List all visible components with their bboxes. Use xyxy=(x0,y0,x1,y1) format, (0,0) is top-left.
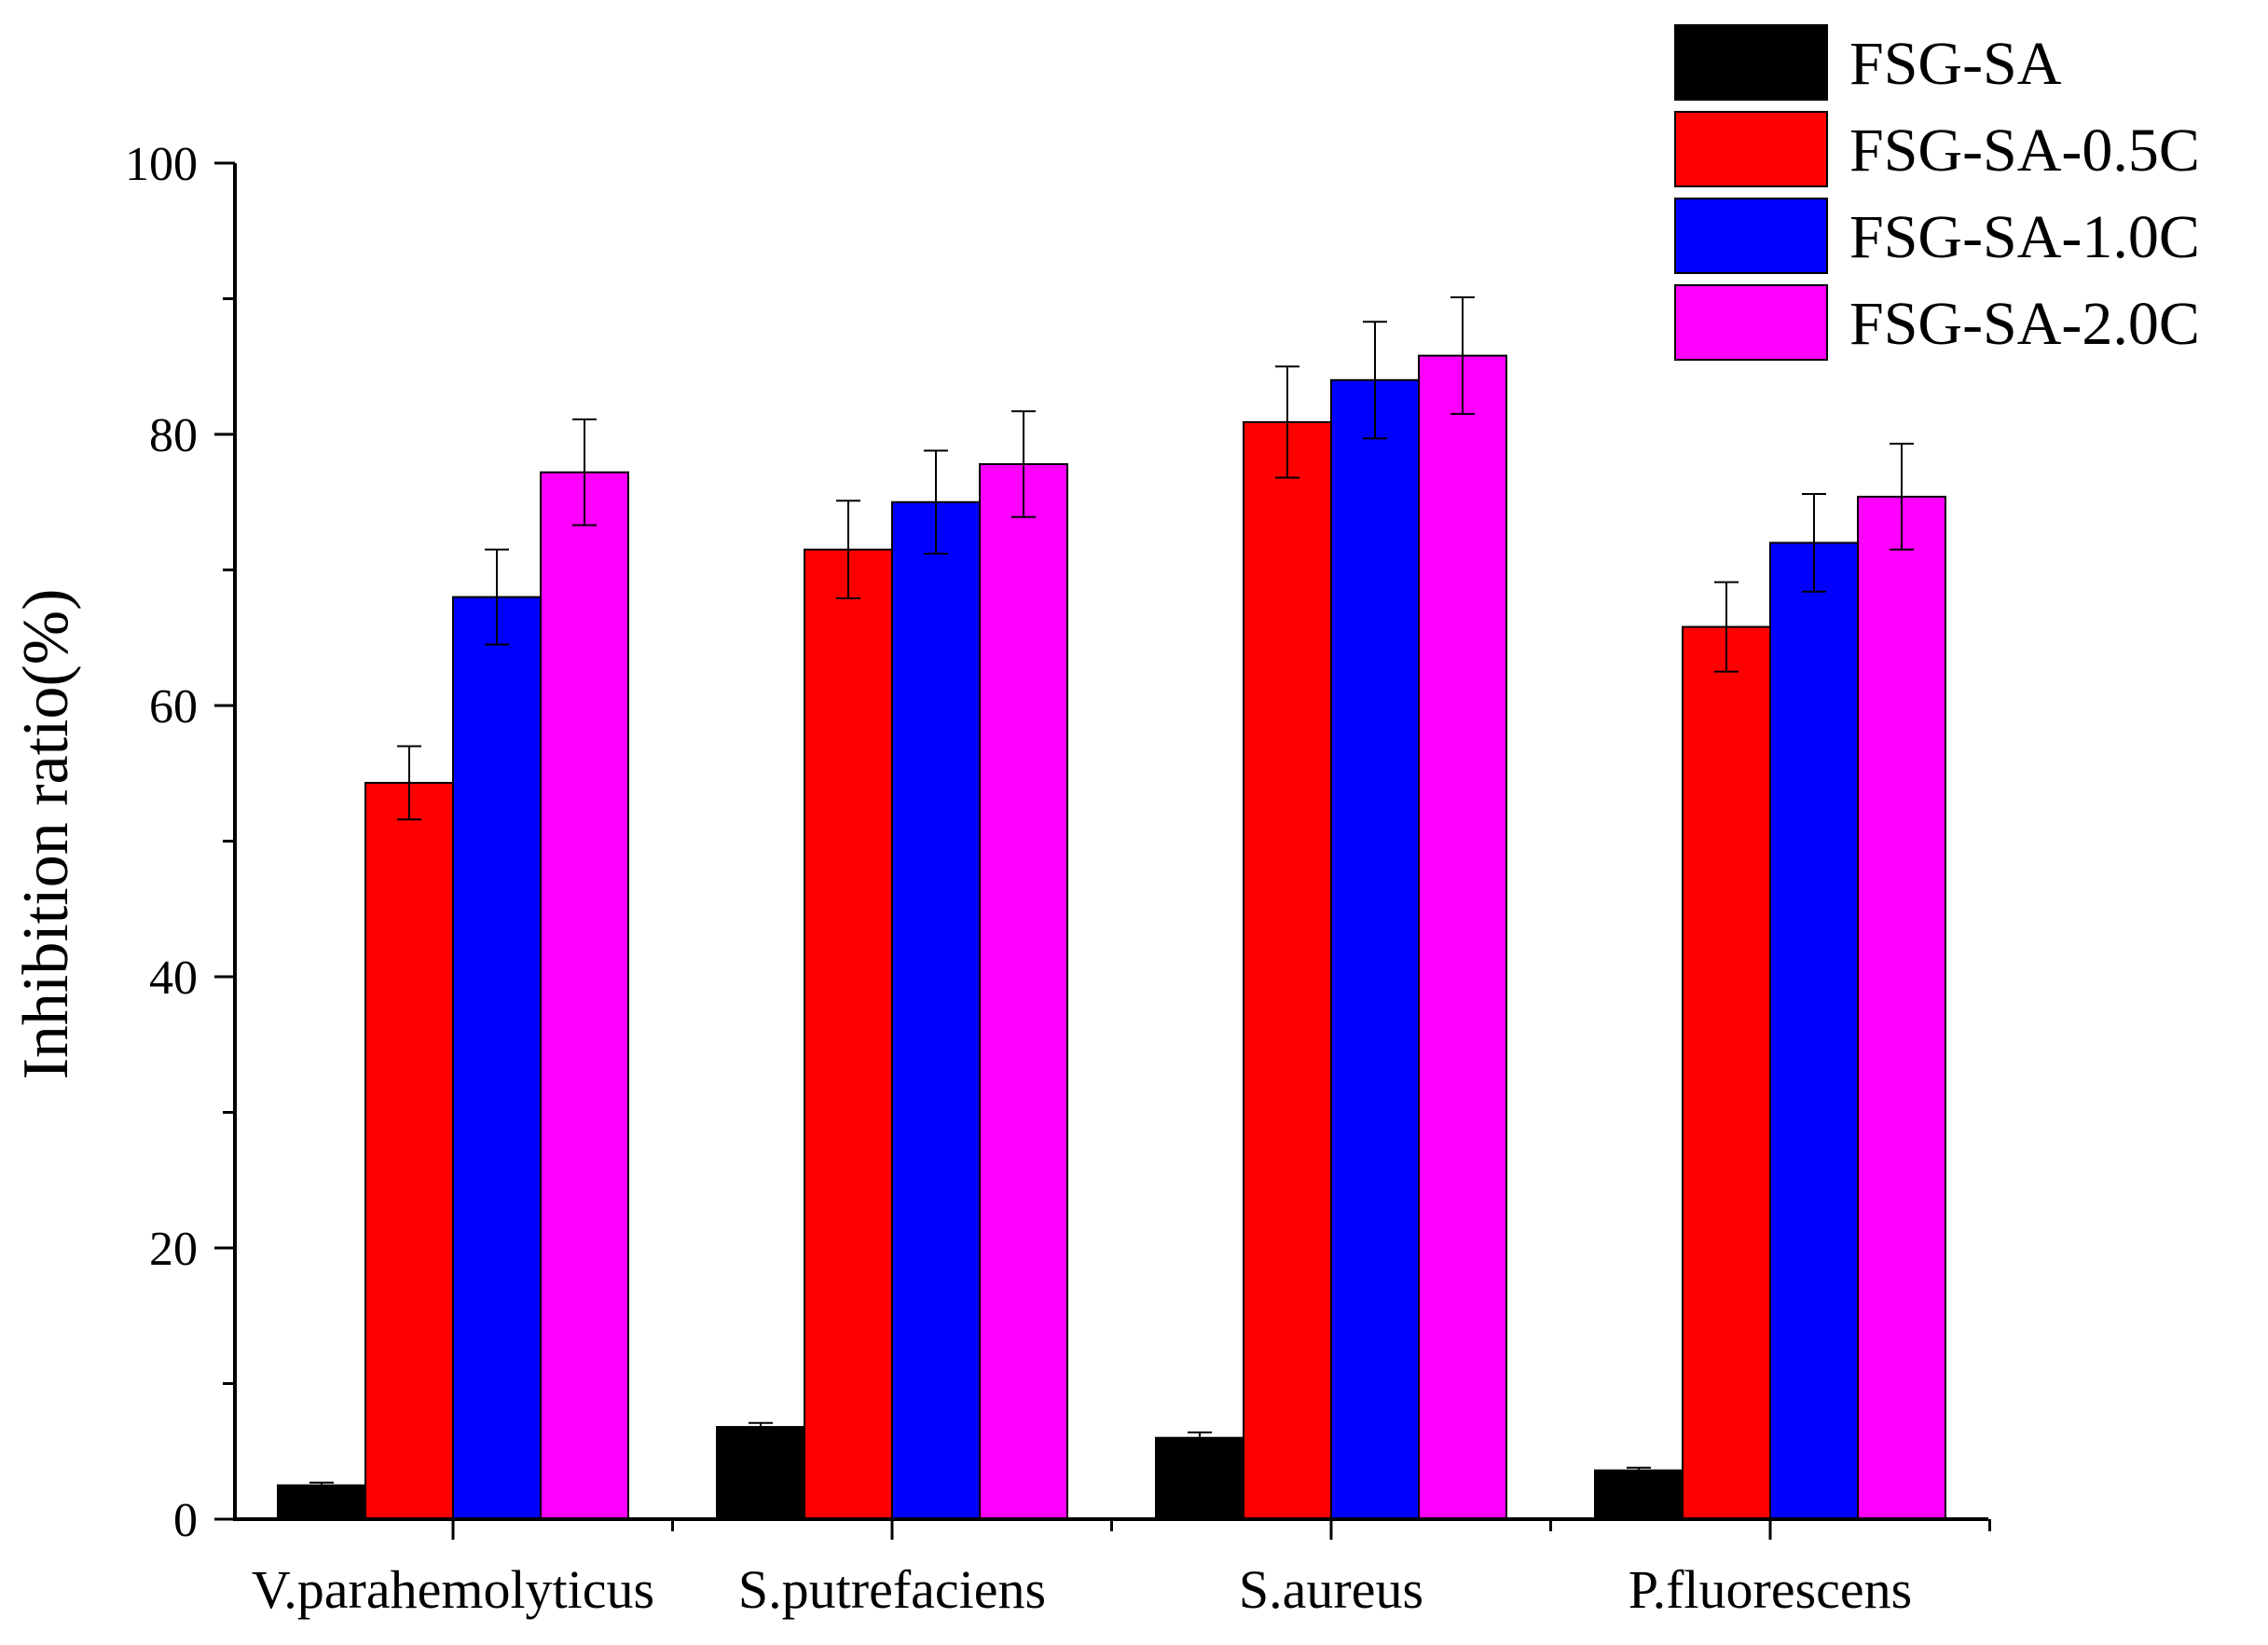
error-bar xyxy=(572,418,597,527)
y-tick-label: 100 xyxy=(125,138,198,191)
error-bar xyxy=(749,1421,773,1433)
y-ticks: 0 20 40 60 80 100 xyxy=(125,138,235,1547)
y-tick-label: 80 xyxy=(149,409,198,462)
error-bar xyxy=(1450,296,1475,416)
bar-fsg-sa-10c-1 xyxy=(891,500,981,1520)
bar-fsg-sa-0 xyxy=(277,1484,366,1520)
x-category-label: S.aureus xyxy=(1239,1559,1423,1620)
bar-fsg-sa-10c-0 xyxy=(452,596,542,1520)
y-axis-title: Inhibition ratio(%) xyxy=(10,589,82,1080)
x-category-label: P.fluorescens xyxy=(1629,1559,1912,1620)
error-bar xyxy=(1188,1431,1212,1445)
legend-label: FSG-SA xyxy=(1849,30,2062,98)
legend-label: FSG-SA-1.0C xyxy=(1849,203,2200,271)
error-bar xyxy=(1714,581,1739,673)
y-tick-label: 0 xyxy=(173,1494,198,1547)
error-bar xyxy=(309,1481,334,1489)
bar-fsg-sa-20c-2 xyxy=(1418,354,1507,1520)
legend-swatch xyxy=(1674,198,1828,274)
y-tick-label: 20 xyxy=(149,1223,198,1276)
error-bar xyxy=(1363,321,1387,440)
bars-layer xyxy=(277,354,1946,1521)
bar-fsg-sa-05c-3 xyxy=(1682,625,1771,1520)
error-bar xyxy=(924,449,948,555)
bar-fsg-sa-05c-0 xyxy=(364,781,454,1520)
x-category-label: S.putrefaciens xyxy=(738,1559,1046,1620)
bar-fsg-sa-10c-2 xyxy=(1330,378,1420,1520)
bar-fsg-sa-3 xyxy=(1594,1469,1684,1520)
error-bar xyxy=(1627,1466,1651,1474)
bar-fsg-sa-05c-2 xyxy=(1243,420,1332,1520)
legend-item: FSG-SA-2.0C xyxy=(1674,284,2200,361)
legend-item: FSG-SA-0.5C xyxy=(1674,111,2200,187)
x-category-label: V.parahemolyticus xyxy=(252,1559,654,1620)
bar-fsg-sa-05c-1 xyxy=(804,548,893,1520)
legend-label: FSG-SA-2.0C xyxy=(1849,290,2200,358)
x-ticks: V.parahemolyticus S.putrefaciens S.aureus P… xyxy=(252,1519,1991,1620)
bar-fsg-sa-20c-1 xyxy=(979,463,1068,1520)
bar-fsg-sa-10c-3 xyxy=(1769,541,1859,1520)
error-bar xyxy=(1890,443,1914,551)
error-bar xyxy=(1275,365,1299,479)
y-tick-label: 40 xyxy=(149,952,198,1005)
y-tick-label: 60 xyxy=(149,680,198,733)
legend-swatch xyxy=(1674,24,1828,101)
bar-fsg-sa-20c-3 xyxy=(1857,495,1946,1520)
bar-fsg-sa-2 xyxy=(1155,1436,1244,1520)
legend: FSG-SA FSG-SA-0.5C FSG-SA-1.0C FSG-SA-2.0C xyxy=(1674,24,2200,361)
legend-item: FSG-SA xyxy=(1674,24,2062,101)
error-bars-layer xyxy=(309,296,1914,1489)
legend-label: FSG-SA-0.5C xyxy=(1849,117,2200,185)
legend-item: FSG-SA-1.0C xyxy=(1674,198,2200,274)
legend-swatch xyxy=(1674,284,1828,361)
error-bar xyxy=(1011,410,1036,518)
error-bar xyxy=(1802,493,1826,593)
bar-fsg-sa-1 xyxy=(716,1426,805,1521)
error-bar xyxy=(397,745,421,821)
error-bar xyxy=(836,500,860,600)
error-bar xyxy=(485,548,509,646)
legend-swatch xyxy=(1674,111,1828,187)
bar-fsg-sa-20c-0 xyxy=(540,471,629,1520)
